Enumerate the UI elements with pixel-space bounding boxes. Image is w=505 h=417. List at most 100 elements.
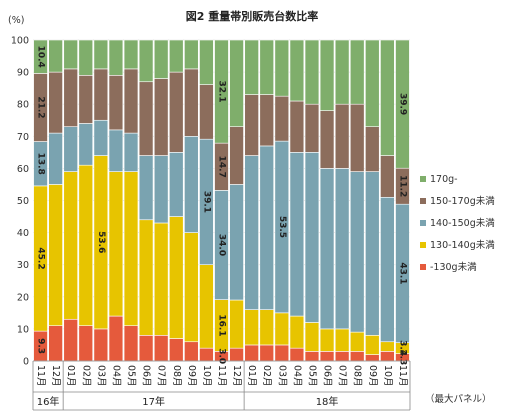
bar-segment [169,338,184,362]
bar-segment [138,219,154,336]
bar-segment [395,39,410,169]
x-axis: 11月 12月 01月 02月 03月 04月 05月 06月 07月 08月 09月 10月 11月 1… [32,360,411,411]
bar-segment [365,354,380,362]
bar-segment [229,184,244,301]
y-tick-label: 0 [23,357,29,368]
bar-segment [199,347,214,362]
x-tick-label: 12月 [50,365,61,387]
bar-segment [153,39,169,79]
bar-segment [214,39,229,144]
bar-segment [304,39,320,105]
bar-segment [274,95,290,142]
note-label: （最大パネル） [425,393,492,405]
y-tick-label: 80 [17,100,29,111]
x-tick-label: 02月 [261,365,272,387]
y-tick-label: 60 [17,164,29,175]
bar-segment [334,168,350,330]
bar-segment [229,39,244,127]
data-label: 21.2 [36,96,46,118]
bar-segment [153,335,169,362]
bar-segment [93,68,109,121]
bar-segment [108,171,124,317]
bar-segment [153,222,169,336]
bar-segment [365,171,380,336]
bar-segment [48,132,63,185]
bar-segment [244,94,259,156]
x-tick-label: 08月 [171,365,182,387]
legend-label: 130-140g未満 [430,239,495,251]
legend-swatch [420,220,426,226]
bar-segment [349,331,365,352]
data-label: 43.1 [397,262,407,284]
data-label: 3.0 [217,348,227,364]
bar-segment [334,39,350,105]
bar-segment [274,39,290,97]
y-tick-label: 40 [17,228,29,239]
bar-segment [244,39,259,95]
bar-segment [138,155,154,221]
chart-title: 図2 重量帯別販売台数比率 [186,9,318,23]
bar-segment [365,39,380,127]
bar-segment [123,171,139,326]
x-tick-label: 04月 [110,365,121,387]
x-tick-label: 03月 [276,365,287,387]
bar-segment [48,184,63,326]
x-tick-label: 09月 [186,365,197,387]
bar-segment [289,39,305,102]
bar-segment [78,39,94,76]
bar-segment [63,68,78,127]
x-tick-label: 08月 [352,365,363,387]
data-label: 32.1 [217,80,227,102]
bar-segment [199,84,214,140]
bar-segment [138,81,154,156]
legend-swatch [420,242,426,248]
data-label: 9.3 [36,338,46,354]
data-labels: 9.3 45.2 13.8 21.2 10.4 53.6 39.1 3.0 16.1 34.0 14… [36,46,408,366]
bar-segment [229,299,244,349]
bar-segment [259,309,274,346]
bar-segment [153,78,169,156]
bar-segment [244,155,259,310]
bar-segment [229,126,244,185]
y-tick-label: 70 [17,132,29,143]
bar-segment [244,309,259,346]
data-label: 11.2 [397,175,407,197]
bar-segment [108,315,124,362]
x-tick-label: 10月 [382,365,393,387]
bar-segment [274,312,290,346]
bar-segment [349,103,365,172]
bar-segment [365,335,380,355]
bar-segment [48,39,63,73]
bar-segment [138,39,154,83]
data-label: 39.9 [397,93,407,115]
bar-segment [244,344,259,362]
bar-segment [334,103,350,169]
bar-segment [48,325,63,362]
x-tick-label: 11月 [397,365,408,387]
bar-segment [78,164,94,326]
bar-segment [153,155,169,224]
y-tick-label: 50 [17,196,29,207]
bar-segment [334,328,350,352]
bar-segment [199,264,214,349]
x-tick-label: 06月 [141,365,152,387]
data-label: 34.0 [217,234,227,256]
bar-segment [184,68,199,137]
data-label: 16.1 [217,314,227,336]
x-tick-label: 02月 [80,365,91,387]
x-tick-label: 05月 [306,365,317,387]
data-label: 39.1 [201,191,211,213]
bar-segment [304,322,320,352]
bar-segment [184,136,199,233]
bar-segment [169,71,184,153]
legend-label: -130g未満 [430,261,477,273]
bar-segment [289,315,305,349]
y-axis-unit-label: (%) [8,15,24,26]
bar-segment [199,39,214,85]
bar-segment [319,328,335,352]
bar-segment [138,335,154,362]
bar-segment [380,39,395,156]
legend: 170g- 150-170g未満 140-150g未満 130-140g未満 -130g… [420,174,495,273]
bar-segment [304,351,320,362]
